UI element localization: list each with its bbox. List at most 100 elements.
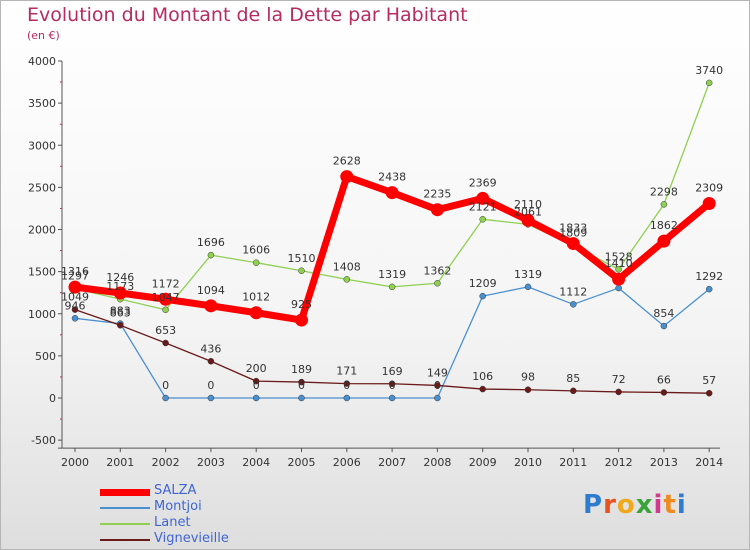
x-tick-label: 2013	[650, 456, 678, 469]
y-tick-label: -500	[31, 434, 56, 447]
data-label-lanet: 1297	[61, 270, 89, 283]
data-label-salza: 1862	[650, 219, 678, 232]
legend-swatch-vignevieille	[100, 539, 150, 541]
chart-title: Evolution du Montant de la Dette par Hab…	[27, 4, 468, 26]
data-label-salza: 2309	[695, 181, 723, 194]
data-point-lanet	[207, 251, 215, 259]
data-label-vignevieille: 106	[472, 370, 493, 383]
data-label-lanet: 1510	[288, 252, 316, 265]
data-label-salza: 925	[291, 298, 312, 311]
data-point-lanet	[434, 280, 441, 287]
x-tick-label: 2003	[197, 456, 225, 469]
y-tick-label: 2000	[28, 224, 56, 237]
data-label-montjoi: 1319	[514, 268, 542, 281]
logo-letter: r	[603, 490, 617, 520]
legend-label-montjoi: Montjoi	[154, 499, 202, 514]
x-tick-label: 2004	[242, 456, 270, 469]
data-point-montjoi	[570, 301, 577, 308]
data-label-vignevieille: 66	[657, 373, 671, 386]
x-tick-label: 2010	[514, 456, 542, 469]
data-point-vignevieille	[207, 358, 215, 365]
x-tick-label: 2001	[106, 456, 134, 469]
data-label-vignevieille: 85	[566, 372, 580, 385]
data-label-vignevieille: 171	[336, 365, 357, 378]
data-label-montjoi: 946	[65, 299, 86, 312]
data-label-vignevieille: 1049	[61, 291, 89, 304]
data-point-salza	[702, 196, 716, 210]
data-label-montjoi: 0	[162, 379, 169, 392]
y-tick-label: 500	[35, 350, 56, 363]
data-label-salza: 1833	[559, 222, 587, 235]
data-label-vignevieille: 72	[612, 373, 626, 386]
data-label-lanet: 1696	[197, 236, 225, 249]
x-tick-label: 2005	[288, 456, 316, 469]
logo-letter: o	[616, 490, 636, 520]
data-point-vignevieille	[71, 306, 79, 313]
data-point-vignevieille	[434, 382, 441, 389]
data-label-vignevieille: 863	[110, 306, 131, 319]
data-label-vignevieille: 149	[427, 366, 448, 379]
data-label-vignevieille: 98	[521, 371, 535, 384]
data-label-montjoi: 854	[653, 307, 674, 320]
data-point-salza	[204, 299, 218, 313]
proxiti-logo: Proxiti	[583, 490, 687, 520]
y-tick-label: 2500	[28, 181, 56, 194]
data-point-lanet	[660, 201, 668, 208]
data-label-salza: 1246	[106, 271, 134, 284]
logo-letter: x	[635, 490, 654, 520]
data-point-vignevieille	[524, 386, 532, 393]
data-label-vignevieille: 200	[246, 362, 267, 375]
data-point-salza	[521, 213, 535, 227]
data-point-vignevieille	[479, 385, 486, 393]
x-tick-label: 2000	[61, 456, 89, 469]
legend-swatch-salza	[100, 488, 150, 496]
x-tick-label: 2009	[469, 456, 497, 469]
data-point-vignevieille	[117, 322, 124, 329]
data-point-montjoi	[434, 394, 441, 402]
data-point-montjoi	[705, 285, 713, 293]
data-label-lanet: 1362	[423, 264, 451, 277]
x-tick-label: 2006	[333, 456, 361, 469]
data-point-lanet	[705, 79, 713, 87]
data-label-vignevieille: 189	[291, 363, 312, 376]
logo-letter: i	[653, 490, 664, 520]
legend-label-salza: SALZA	[154, 483, 197, 498]
data-point-lanet	[479, 216, 486, 223]
data-label-lanet: 3740	[695, 64, 723, 77]
x-tick-label: 2011	[559, 456, 587, 469]
data-point-montjoi	[162, 394, 169, 402]
data-label-montjoi: 883	[110, 305, 131, 318]
data-point-vignevieille	[660, 389, 668, 396]
data-label-lanet: 1319	[378, 268, 406, 281]
data-point-salza	[566, 237, 580, 251]
data-label-montjoi: 1112	[559, 285, 587, 298]
data-point-vignevieille	[252, 377, 260, 385]
data-point-montjoi	[524, 283, 532, 291]
data-point-montjoi	[615, 284, 622, 292]
data-label-lanet: 1528	[605, 250, 633, 263]
data-point-lanet	[388, 283, 396, 291]
data-label-lanet: 1606	[242, 244, 270, 257]
x-tick-label: 2014	[695, 456, 723, 469]
data-point-montjoi	[343, 394, 351, 402]
data-point-lanet	[252, 259, 260, 266]
data-label-vignevieille: 653	[155, 324, 176, 337]
y-tick-label: 3500	[28, 97, 56, 110]
data-point-salza	[612, 272, 626, 286]
data-label-montjoi: 0	[389, 379, 396, 392]
data-label-salza: 2235	[423, 188, 451, 201]
data-label-lanet: 1173	[106, 280, 134, 293]
data-label-montjoi: 0	[253, 379, 260, 392]
data-label-vignevieille: 169	[382, 365, 403, 378]
data-label-montjoi: 0	[207, 379, 214, 392]
x-tick-label: 2012	[605, 456, 633, 469]
data-label-lanet: 2298	[650, 185, 678, 198]
y-tick-label: 1500	[28, 266, 56, 279]
data-point-vignevieille	[615, 388, 622, 396]
data-point-montjoi	[298, 394, 305, 402]
data-point-vignevieille	[298, 378, 305, 386]
data-point-vignevieille	[570, 387, 577, 395]
data-point-salza	[113, 286, 127, 300]
data-label-montjoi: 0	[343, 379, 350, 392]
